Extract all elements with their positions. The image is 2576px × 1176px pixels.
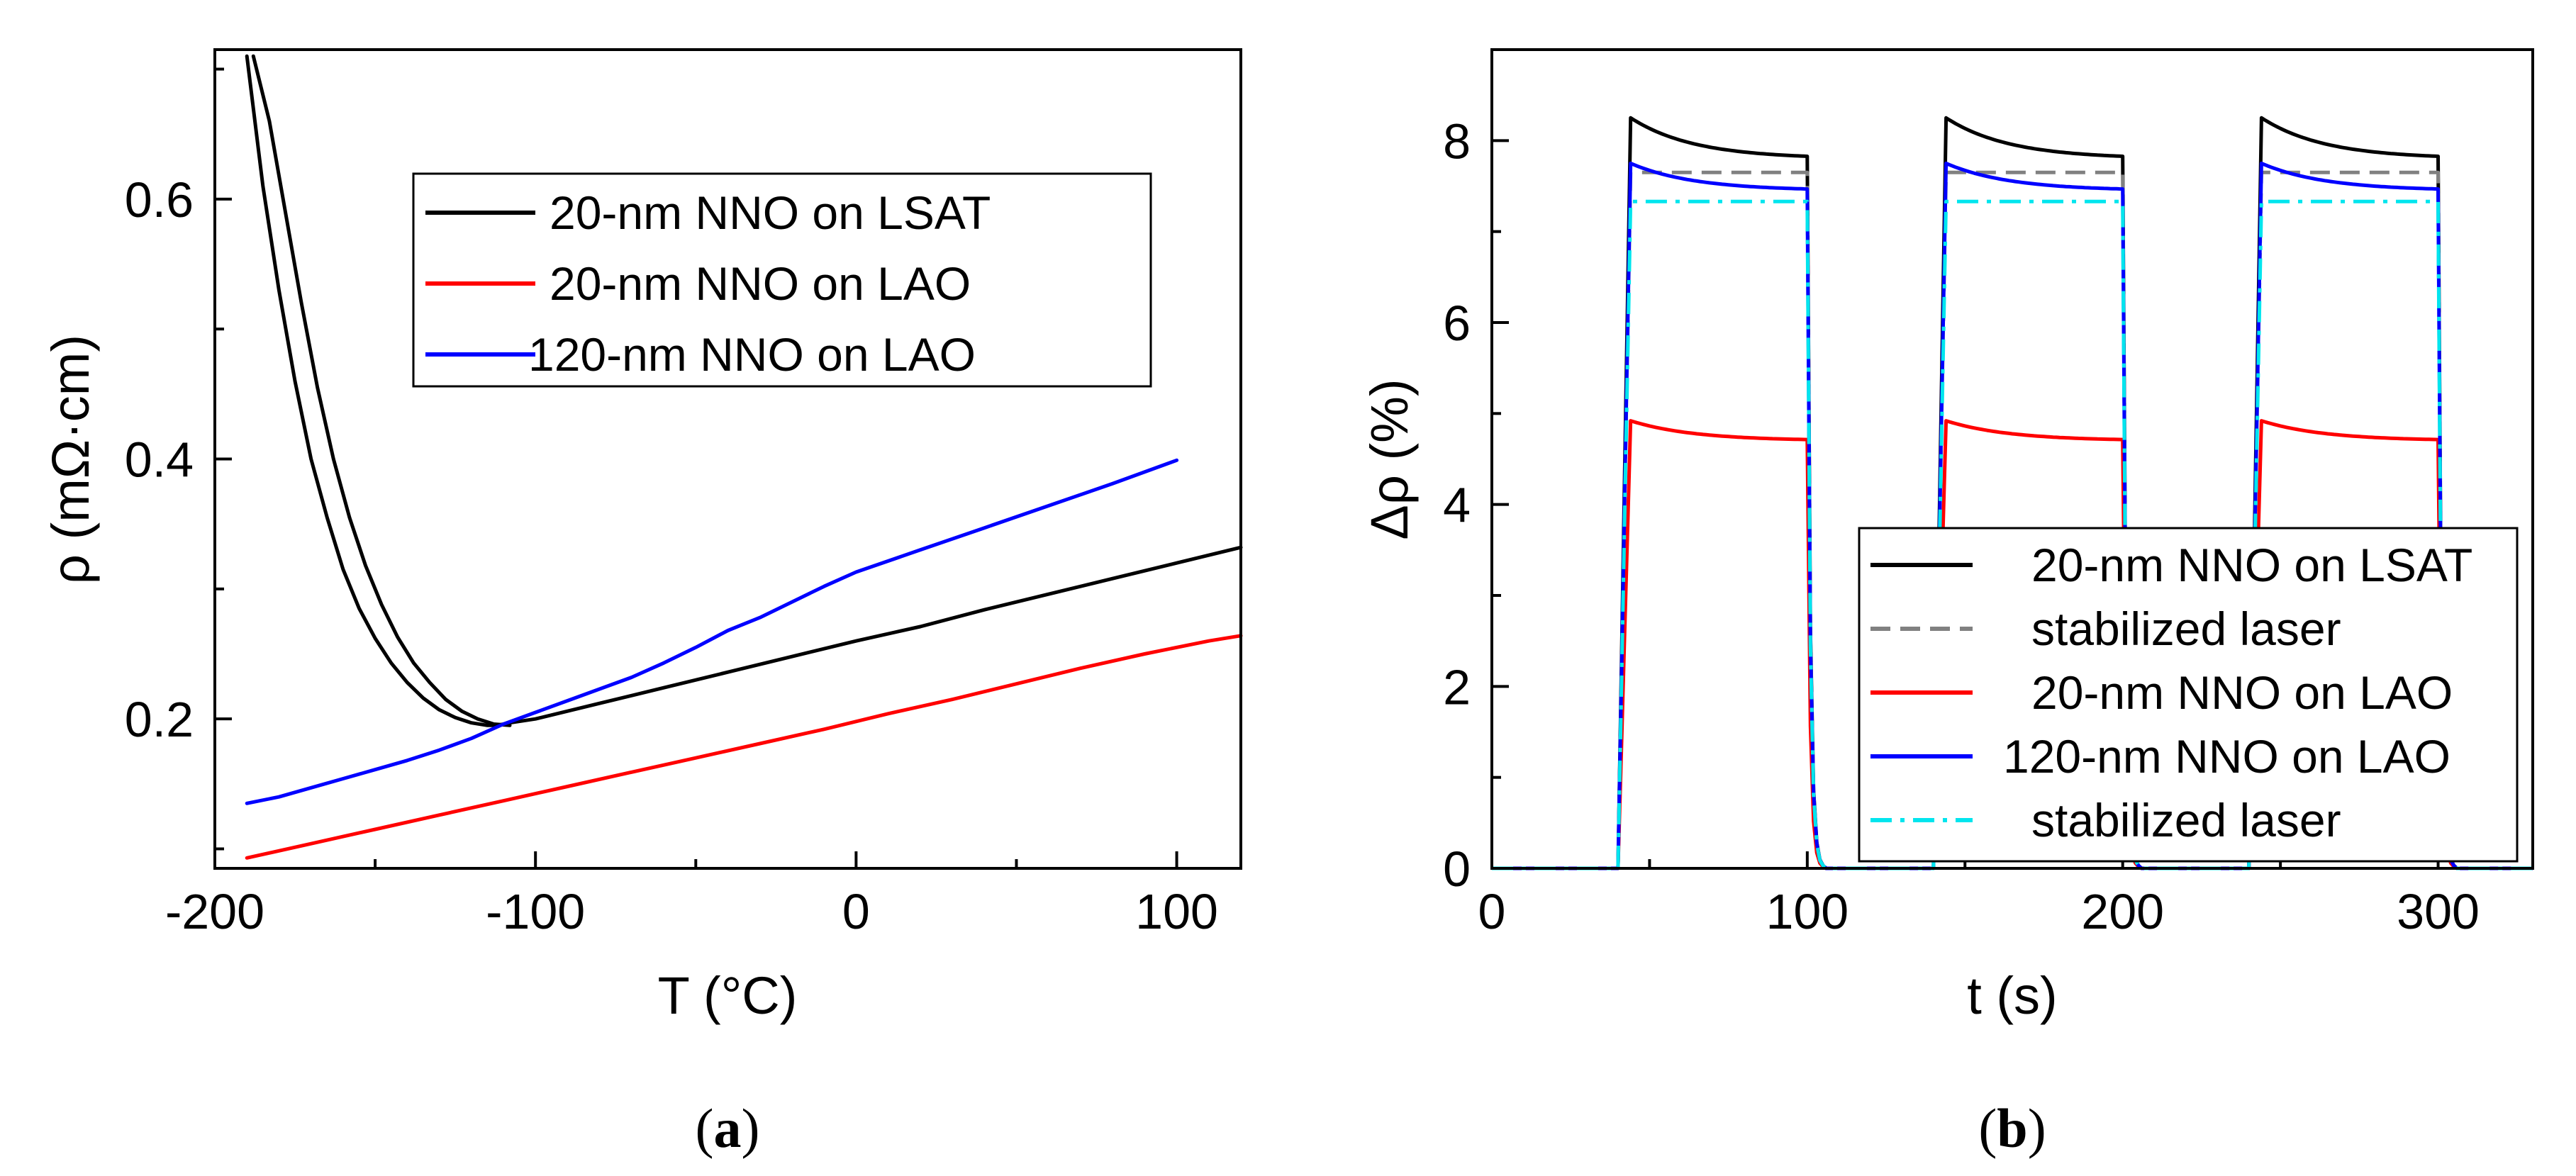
panel-b-y-axis-label: Δρ (%) [1360,379,1419,539]
panel-a-series-120-nm-nno-on-lao [245,458,1179,805]
panel-a-ticks: -200 -100 0 100 0.2 0.4 0.6 [125,67,1218,939]
panel-b-y-tick-label: 2 [1443,659,1471,715]
panel-b-x-tick-label: 300 [2397,884,2480,939]
panel-b-series-20-nm-nno-on-lsat-0 [1492,116,2533,870]
panel-b-x-tick-label: 0 [1478,884,1506,939]
panel-a-chart: -200 -100 0 100 0.2 0.4 0.6 20-nm NNO on LSAT … [41,48,1243,1159]
panel-b-legend-label-laser1: stabilized laser [2031,603,2341,655]
panel-b-legend-label-laser2: stabilized laser [2031,794,2341,846]
panel-b-series-group [1492,116,2533,870]
panel-b-x-axis-label: t (s) [1967,966,2057,1025]
panel-b-series-20-nm-nno-on-lao-2 [1492,419,2533,870]
panel-b-y-tick-label: 4 [1443,478,1471,533]
panel-b-y-tick-label: 8 [1443,113,1471,169]
panel-a-y-tick-label: 0.6 [125,172,194,228]
panel-b-series-stabilized-laser-4 [1492,199,2533,870]
panel-a-caption-letter: a [714,1097,742,1159]
panel-a-y-tick-label: 0.4 [125,432,194,488]
panel-a-plot-frame [213,48,1242,870]
panel-b-y-tick-label: 6 [1443,296,1471,351]
panel-a-series-group [245,54,1243,860]
panel-b-y-tick-label: 0 [1443,841,1471,897]
panel-b-plot-frame [1490,48,2534,870]
panel-b-chart: 0 100 200 300 0 2 4 6 8 20-nm NNO on LSAT stabil… [1360,48,2534,1159]
panel-a-caption: (a) [696,1097,760,1159]
panel-a-x-tick-label: 0 [842,884,870,939]
panel-a-legend-label-lao120: 120-nm NNO on LAO [528,328,976,381]
panel-a-x-tick-label: -200 [165,884,264,939]
panel-a-legend: 20-nm NNO on LSAT 20-nm NNO on LAO 120-n… [412,172,1152,388]
panel-b-caption: (b) [1978,1097,2046,1159]
panel-b-ticks: 0 100 200 300 0 2 4 6 8 [1443,113,2480,939]
panel-a-y-axis-label: ρ (mΩ·cm) [41,335,100,584]
panel-a-y-tick-label: 0.2 [125,692,194,747]
panel-b-legend-label-lao120: 120-nm NNO on LAO [2003,730,2450,783]
panel-a-series-20-nm-nno-on-lsat [245,54,1243,727]
panel-a-legend-label-lsat: 20-nm NNO on LSAT [550,186,991,239]
panel-b-x-tick-label: 100 [1766,884,1849,939]
panel-b-caption-letter: b [1997,1097,2027,1159]
panel-a-series-20-nm-nno-on-lsat-cooling [251,54,512,727]
panel-b-x-tick-label: 200 [2081,884,2164,939]
panel-b-legend-label-lao20: 20-nm NNO on LAO [2031,666,2453,719]
panel-a-x-axis-label: T (°C) [658,966,798,1025]
panel-b-legend-label-lsat: 20-nm NNO on LSAT [2031,539,2472,591]
panel-b-series-stabilized-laser-1 [1492,170,2533,870]
panel-a-x-tick-label: 100 [1135,884,1218,939]
panel-a-legend-box [412,172,1152,388]
panel-b-legend: 20-nm NNO on LSAT stabilized laser 20-nm… [1858,527,2519,863]
panel-b-series-120-nm-nno-on-lao-3 [1492,161,2533,870]
panel-a-legend-label-lao20: 20-nm NNO on LAO [550,257,971,310]
panel-a-x-tick-label: -100 [486,884,585,939]
panel-a-series-20-nm-nno-on-lao [245,634,1243,860]
